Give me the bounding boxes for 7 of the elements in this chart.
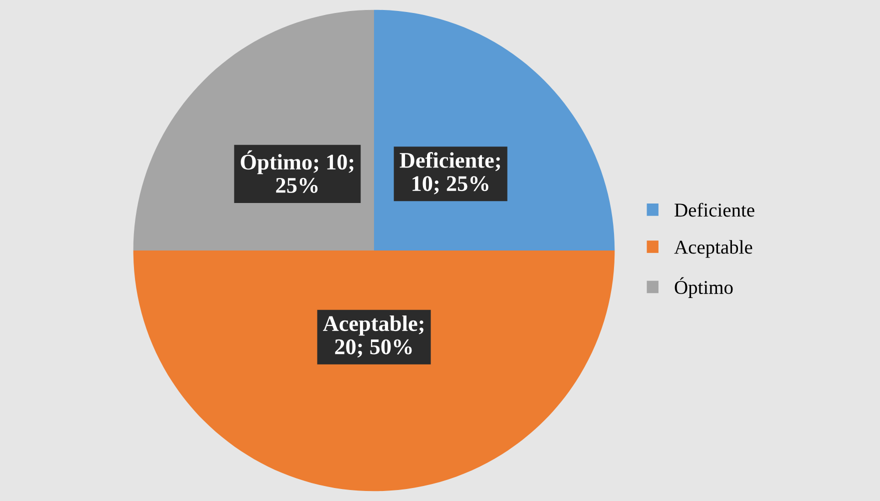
data-label: Aceptable; 20; 50% [323, 315, 424, 358]
pie-slice [133, 250, 615, 492]
legend-label: Aceptable [674, 240, 752, 258]
data-label: Óptimo; 10; 25% [240, 150, 354, 193]
legend-label: Óptimo [674, 277, 733, 298]
legend-label: Deficiente [674, 202, 754, 217]
data-label: Deficiente; 10; 25% [400, 152, 500, 194]
